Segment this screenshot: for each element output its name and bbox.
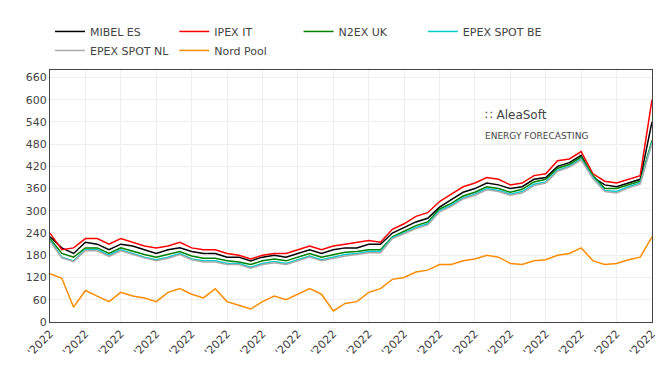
svg-text:240: 240	[26, 227, 47, 240]
svg-text:360: 360	[26, 182, 47, 195]
svg-text:'2022: '2022	[202, 328, 233, 359]
svg-text:'2022: '2022	[131, 328, 162, 359]
svg-text:EPEX SPOT BE: EPEX SPOT BE	[463, 26, 542, 39]
svg-text:'2022: '2022	[308, 328, 339, 359]
svg-text:'2022: '2022	[60, 328, 91, 359]
svg-text:120: 120	[26, 271, 47, 284]
svg-text:'2022: '2022	[167, 328, 198, 359]
svg-text:'2022: '2022	[379, 328, 410, 359]
svg-text:MIBEL ES: MIBEL ES	[90, 26, 141, 39]
svg-text:'2022: '2022	[414, 328, 445, 359]
svg-text:0: 0	[40, 316, 47, 329]
svg-text:'2022: '2022	[25, 328, 56, 359]
svg-text:EPEX SPOT NL: EPEX SPOT NL	[90, 45, 169, 58]
svg-text:300: 300	[26, 205, 47, 218]
svg-text:'2022: '2022	[237, 328, 268, 359]
svg-text:'2022: '2022	[485, 328, 516, 359]
svg-text:∷ AleaSoft: ∷ AleaSoft	[485, 108, 547, 122]
svg-text:480: 480	[26, 138, 47, 151]
svg-text:60: 60	[33, 294, 47, 307]
svg-text:600: 600	[26, 94, 47, 107]
svg-text:ENERGY FORECASTING: ENERGY FORECASTING	[485, 131, 588, 141]
svg-text:'2022: '2022	[450, 328, 481, 359]
svg-text:N2EX UK: N2EX UK	[339, 26, 388, 39]
svg-text:'2022: '2022	[344, 328, 375, 359]
svg-text:'2022: '2022	[556, 328, 587, 359]
svg-text:'2022: '2022	[591, 328, 622, 359]
svg-text:'2022: '2022	[96, 328, 127, 359]
svg-text:Nord Pool: Nord Pool	[214, 45, 267, 58]
svg-text:540: 540	[26, 116, 47, 129]
svg-text:IPEX IT: IPEX IT	[214, 26, 252, 39]
svg-text:'2022: '2022	[521, 328, 552, 359]
svg-text:420: 420	[26, 160, 47, 173]
svg-text:660: 660	[26, 71, 47, 84]
svg-text:'2022: '2022	[627, 328, 658, 359]
svg-text:'2022: '2022	[273, 328, 304, 359]
svg-text:180: 180	[26, 249, 47, 262]
